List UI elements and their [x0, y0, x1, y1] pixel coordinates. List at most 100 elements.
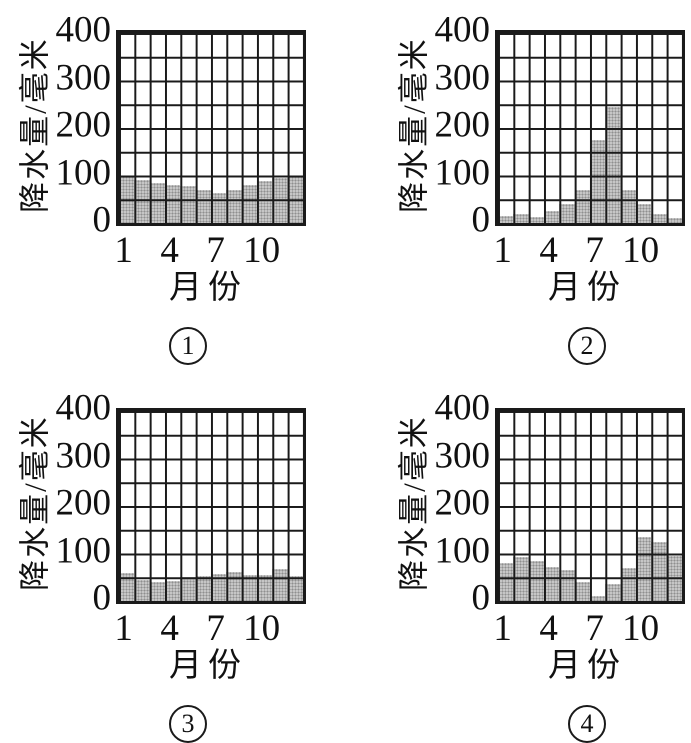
bar-month-2: [134, 180, 150, 223]
bar-month-12: [287, 576, 303, 601]
bar-month-3: [149, 582, 165, 601]
bar-month-6: [195, 189, 211, 223]
ytick-100: 100: [434, 152, 491, 193]
xtick-1: 1: [493, 230, 512, 271]
bar-month-7: [211, 573, 227, 601]
bar-month-9: [241, 185, 257, 223]
chart-3-xticks: 1 4 7 10: [114, 608, 300, 650]
bar-month-2: [134, 579, 150, 601]
bar-month-4: [544, 211, 560, 223]
ytick-300: 300: [55, 57, 112, 98]
bar-month-2: [513, 557, 529, 601]
xtick-10: 10: [243, 608, 281, 649]
bar-month-9: [620, 567, 636, 601]
xtick-1: 1: [493, 608, 512, 649]
ytick-400: 400: [434, 9, 491, 51]
bar-month-4: [165, 581, 181, 601]
chart-2-xticks: 1 4 7 10: [493, 230, 679, 272]
xtick-7: 7: [206, 608, 225, 649]
bar-month-4: [165, 185, 181, 223]
chart-4-bars-layer: [498, 411, 682, 601]
bar-month-10: [636, 204, 652, 223]
chart-2-axes: 降水量/毫米 400 300 200 100 0: [345, 0, 690, 239]
xtick-1: 1: [114, 608, 133, 649]
bar-month-1: [119, 175, 135, 223]
ytick-400: 400: [434, 387, 491, 429]
chart-3-caption: 3: [96, 705, 280, 743]
ytick-300: 300: [434, 435, 491, 476]
bar-month-9: [241, 574, 257, 601]
bar-month-4: [544, 566, 560, 601]
x-axis-label: 月份: [548, 270, 626, 306]
circled-number-2: 2: [568, 327, 606, 365]
bar-month-5: [559, 570, 575, 601]
xtick-10: 10: [622, 608, 660, 649]
bar-month-7: [211, 192, 227, 223]
chart-2-plot-area: [495, 30, 685, 226]
bar-month-8: [226, 189, 242, 223]
chart-1-axes: 降水量/毫米 400 300 200 100 0: [0, 0, 345, 239]
chart-2-panel: 降水量/毫米 400 300 200 100 0 1 4 7 10 月份 2: [345, 0, 690, 369]
chart-2-caption: 2: [495, 327, 679, 365]
bar-month-10: [257, 181, 273, 223]
chart-3-ylabel-column: 降水量/毫米: [10, 408, 54, 598]
ytick-100: 100: [55, 530, 112, 571]
ytick-0: 0: [471, 577, 491, 619]
bar-month-8: [605, 106, 621, 223]
xtick-7: 7: [585, 608, 604, 649]
x-axis-label: 月份: [548, 648, 626, 684]
bar-month-7: [590, 596, 606, 601]
ytick-0: 0: [92, 199, 112, 241]
bar-month-6: [195, 576, 211, 601]
chart-4-plot-area: [495, 408, 685, 604]
y-axis-label: 降水量/毫米: [396, 37, 432, 213]
bar-month-8: [226, 571, 242, 601]
ytick-200: 200: [434, 482, 491, 524]
circled-number-1: 1: [169, 327, 207, 365]
chart-3-plot-area: [116, 408, 306, 604]
bar-month-12: [666, 218, 682, 223]
bar-month-3: [149, 182, 165, 223]
bar-month-1: [498, 563, 514, 601]
bar-month-11: [651, 541, 667, 601]
chart-2-ylabel-column: 降水量/毫米: [389, 30, 433, 220]
circled-number-3: 3: [169, 705, 207, 743]
chart-4-xticks: 1 4 7 10: [493, 608, 679, 650]
chart-1-ylabel-column: 降水量/毫米: [10, 30, 54, 220]
bar-month-10: [636, 536, 652, 601]
chart-4-yticks: 400 300 200 100 0: [433, 390, 495, 617]
bar-month-5: [180, 185, 196, 223]
xtick-10: 10: [622, 230, 660, 271]
bar-month-12: [287, 175, 303, 223]
bar-month-10: [257, 574, 273, 601]
xtick-4: 4: [539, 230, 558, 271]
chart-1-panel: 降水量/毫米 400 300 200 100 0 1 4 7 10 月份 1: [0, 0, 345, 369]
chart-1-bars-layer: [119, 33, 303, 223]
chart-4-ylabel-column: 降水量/毫米: [389, 408, 433, 598]
ytick-200: 200: [55, 482, 112, 524]
y-axis-label: 降水量/毫米: [396, 415, 432, 591]
chart-4-axes: 降水量/毫米 400 300 200 100 0: [345, 370, 690, 617]
chart-4-caption: 4: [495, 705, 679, 743]
xtick-1: 1: [114, 230, 133, 271]
circled-number-4: 4: [568, 705, 606, 743]
ytick-200: 200: [434, 104, 491, 146]
ytick-100: 100: [434, 530, 491, 571]
bar-month-3: [528, 560, 544, 601]
y-axis-label: 降水量/毫米: [17, 415, 53, 591]
bar-month-6: [574, 582, 590, 601]
bar-month-7: [590, 139, 606, 223]
bar-month-8: [605, 584, 621, 601]
chart-3-yticks: 400 300 200 100 0: [54, 390, 116, 617]
bar-month-11: [272, 568, 288, 601]
ytick-300: 300: [55, 435, 112, 476]
chart-3-panel: 降水量/毫米 400 300 200 100 0 1 4 7 10 月份 3: [0, 370, 345, 743]
ytick-300: 300: [434, 57, 491, 98]
chart-1-yticks: 400 300 200 100 0: [54, 12, 116, 239]
x-axis-label: 月份: [169, 270, 247, 306]
xtick-7: 7: [585, 230, 604, 271]
bar-month-2: [513, 213, 529, 223]
ytick-200: 200: [55, 104, 112, 146]
chart-2-bars-layer: [498, 33, 682, 223]
